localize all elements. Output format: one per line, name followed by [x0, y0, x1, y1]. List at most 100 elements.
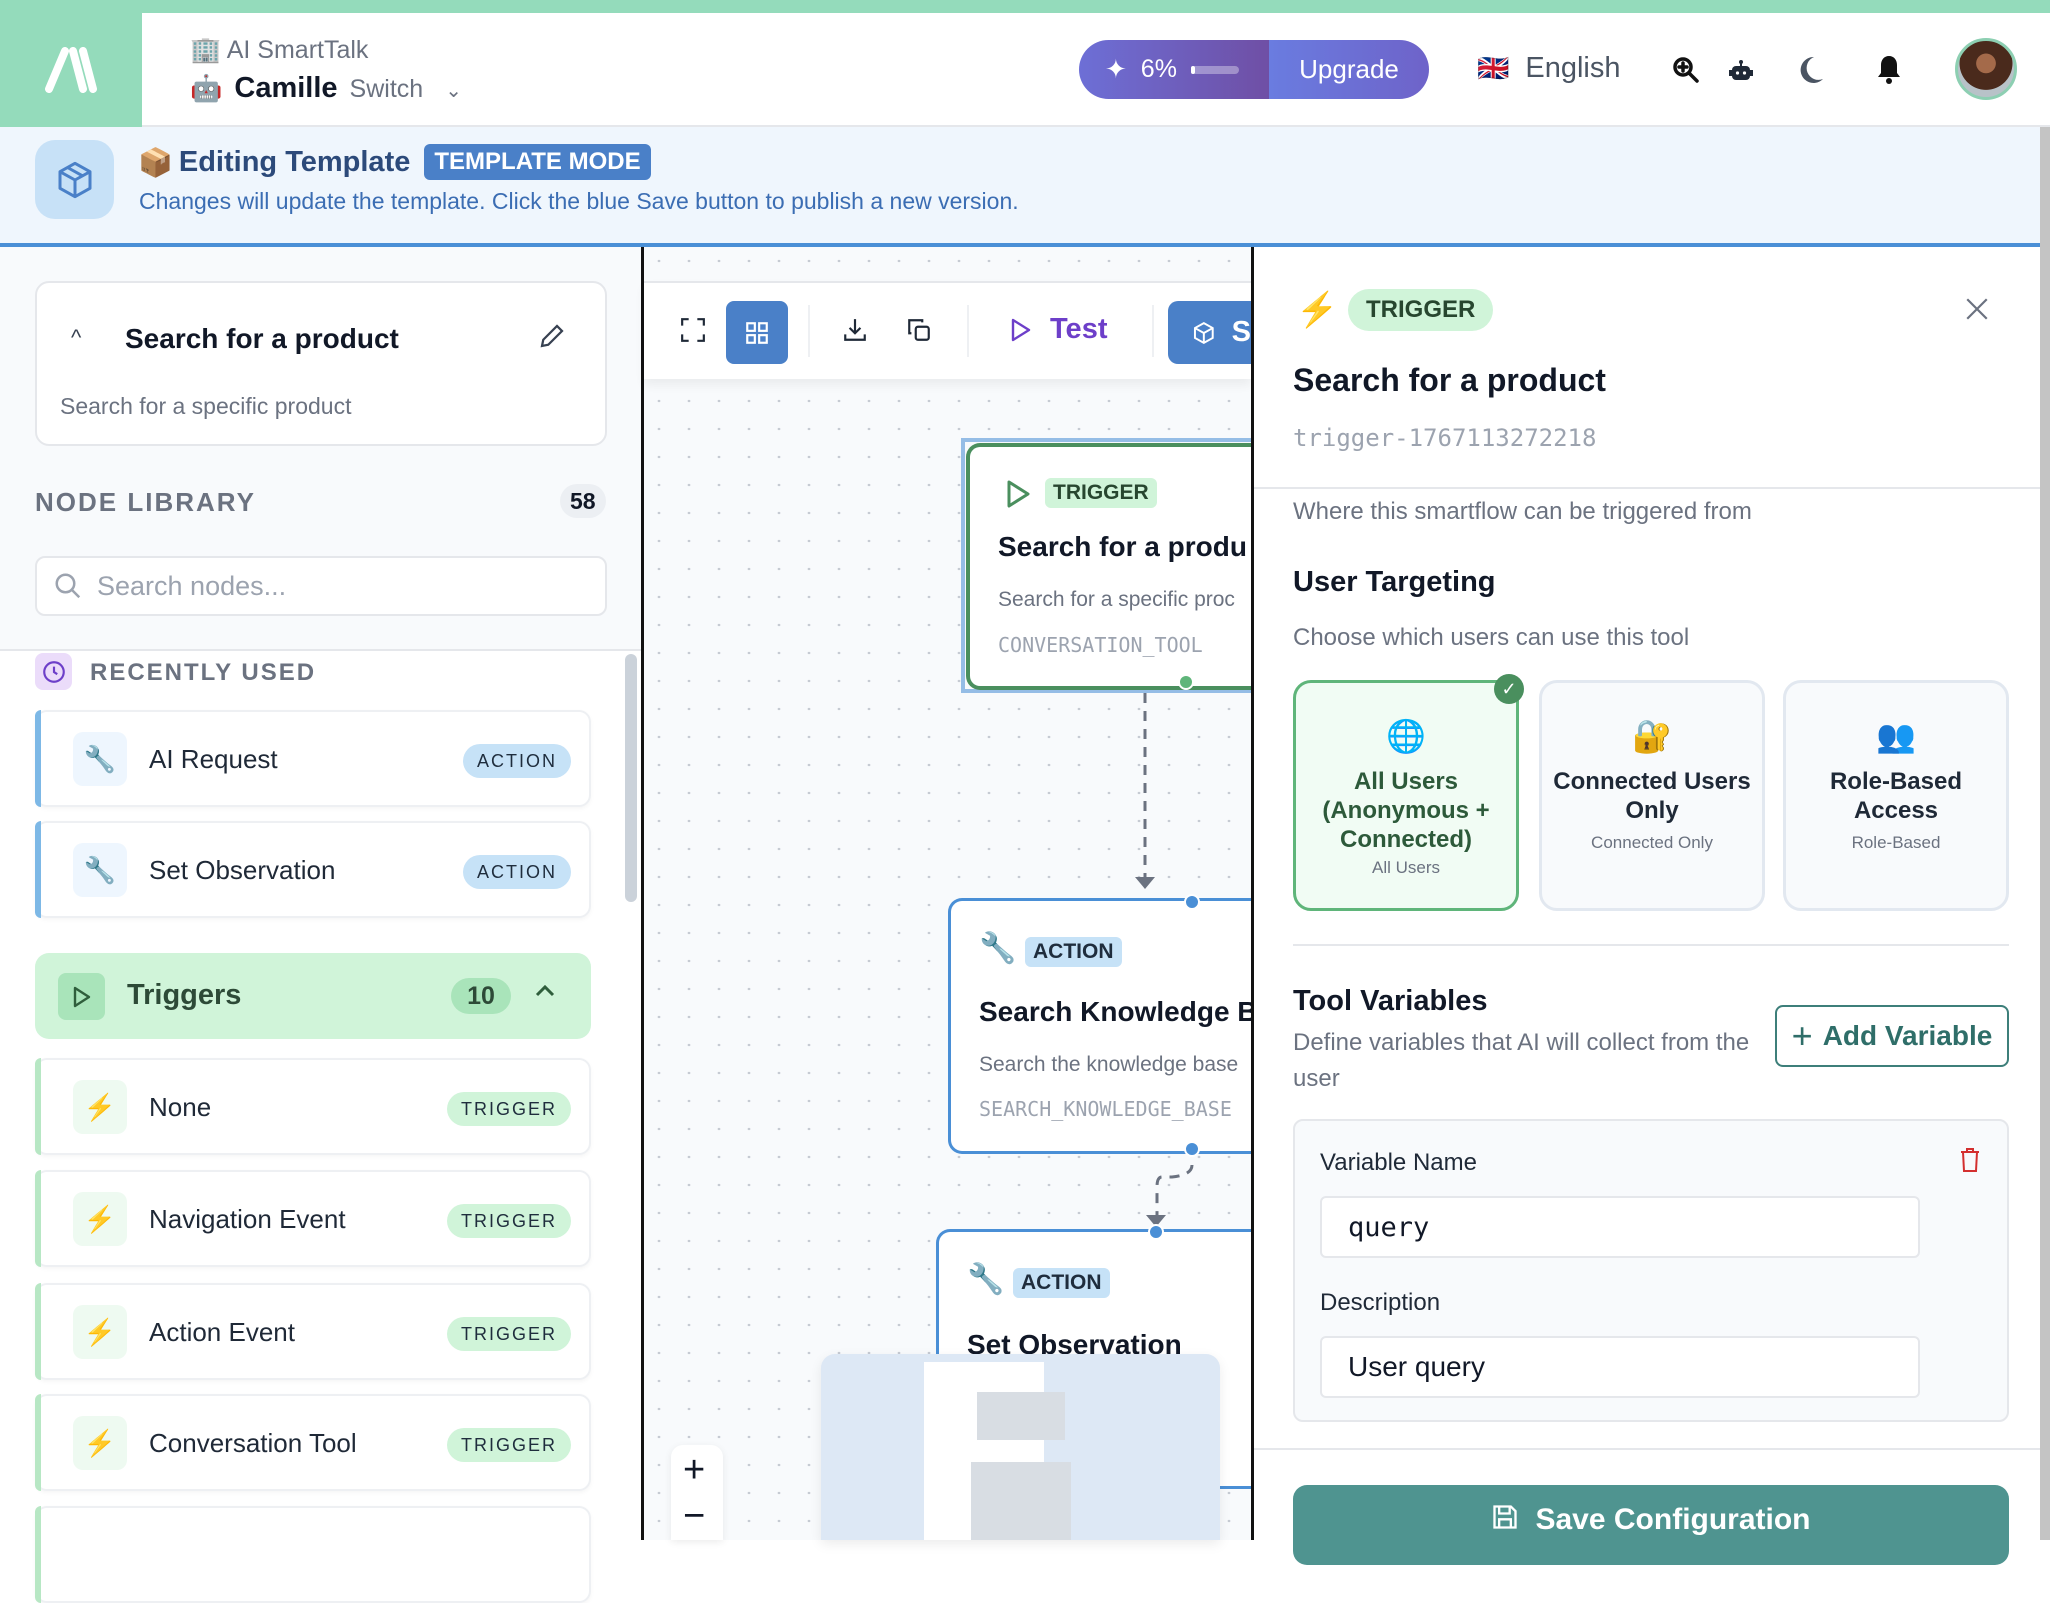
save-icon: [1493, 1505, 1518, 1529]
minimap-node: [977, 1392, 1065, 1440]
user-avatar[interactable]: [1955, 38, 2017, 100]
variable-name-label: Variable Name: [1320, 1149, 1477, 1176]
moon-icon[interactable]: [1796, 55, 1824, 90]
lightning-icon: ⚡: [73, 1080, 127, 1134]
flow-node-search-knowledge-base[interactable]: 🔧 ACTION Search Knowledge B Search the k…: [948, 898, 1251, 1154]
usage-upgrade-pill[interactable]: ✦ 6% Upgrade: [1079, 40, 1429, 99]
output-handle[interactable]: [1184, 1141, 1200, 1157]
zoom-in-icon[interactable]: [1672, 56, 1700, 89]
node-item-partial[interactable]: [35, 1506, 591, 1603]
robot-icon[interactable]: [1728, 58, 1754, 89]
grid-layout-button[interactable]: [726, 301, 788, 364]
node-item-navigation-event[interactable]: ⚡ Navigation Event TRIGGER: [35, 1170, 591, 1267]
node-item-conversation-tool[interactable]: ⚡ Conversation Tool TRIGGER: [35, 1394, 591, 1491]
users-icon: 👥: [1876, 718, 1916, 754]
target-option-role-based[interactable]: 👥 Role-Based Access Role-Based: [1783, 680, 2009, 911]
flow-title: Search for a product: [125, 323, 399, 354]
node-description: Search the knowledge base: [979, 1053, 1239, 1076]
close-icon[interactable]: [1964, 296, 1990, 327]
save-template-button[interactable]: S: [1168, 301, 1251, 364]
bell-icon[interactable]: [1876, 54, 1902, 91]
switch-label[interactable]: Switch: [349, 75, 424, 103]
action-tag: ACTION: [462, 855, 571, 889]
banner-title: Editing Template: [178, 145, 411, 178]
node-item-action-event[interactable]: ⚡ Action Event TRIGGER: [35, 1283, 591, 1380]
arrow-head: [1146, 1215, 1166, 1227]
trash-icon[interactable]: [1959, 1147, 1981, 1178]
wrench-icon: 🔧: [73, 843, 127, 897]
box-emoji-icon: 📦: [138, 146, 173, 178]
template-banner: [0, 127, 2050, 247]
divider: [1293, 944, 2009, 946]
save-configuration-button[interactable]: Save Configuration: [1293, 1485, 2009, 1565]
node-code: SEARCH_KNOWLEDGE_BASE: [979, 1097, 1232, 1121]
chevron-down-icon[interactable]: ⌄: [445, 80, 462, 102]
play-icon: [1007, 480, 1030, 508]
node-item-set-observation[interactable]: 🔧 Set Observation ACTION: [35, 821, 591, 918]
variable-description-input[interactable]: User query: [1320, 1336, 1920, 1398]
add-variable-button[interactable]: + Add Variable: [1775, 1005, 2009, 1067]
node-item-none[interactable]: ⚡ None TRIGGER: [35, 1058, 591, 1155]
sparkles-icon: ✦: [1105, 54, 1127, 84]
org-name: 🏢 AI SmartTalk: [190, 36, 369, 64]
node-library-title: NODE LIBRARY: [35, 487, 256, 517]
output-handle[interactable]: [1178, 674, 1194, 690]
node-item-ai-request[interactable]: 🔧 AI Request ACTION: [35, 710, 591, 807]
trigger-hint: Where this smartflow can be triggered fr…: [1293, 498, 1752, 525]
clock-icon: [35, 653, 72, 690]
triggers-group-header[interactable]: Triggers 10: [35, 953, 591, 1039]
node-title: Search Knowledge B: [979, 996, 1251, 1027]
app-header: [0, 13, 2050, 127]
flow-node-trigger[interactable]: TRIGGER Search for a produ Search for a …: [966, 443, 1251, 690]
input-handle[interactable]: [1184, 894, 1200, 910]
wrench-icon: 🔧: [967, 1263, 1005, 1296]
package-icon: [1193, 321, 1214, 344]
building-icon: 🏢: [190, 36, 222, 64]
plus-icon: +: [1791, 1015, 1813, 1056]
flow-edges: [1135, 693, 1194, 1227]
target-option-all-users[interactable]: 🌐 All Users (Anonymous + Connected) All …: [1293, 680, 1519, 911]
trigger-tag: TRIGGER: [446, 1428, 571, 1462]
app-logo[interactable]: [0, 13, 142, 127]
pencil-icon[interactable]: [537, 321, 567, 356]
sidebar-scrollbar[interactable]: [625, 654, 637, 902]
user-targeting-title: User Targeting: [1293, 566, 1496, 598]
download-icon[interactable]: [842, 317, 868, 348]
target-option-connected-users[interactable]: 🔐 Connected Users Only Connected Only: [1539, 680, 1765, 911]
divider: [1254, 1448, 2050, 1450]
node-id: trigger-1767113272218: [1293, 424, 1597, 452]
page-scrollbar[interactable]: [2040, 127, 2050, 1540]
node-count-badge: 58: [560, 484, 606, 518]
upgrade-button[interactable]: Upgrade: [1269, 40, 1429, 99]
minimap-node: [971, 1462, 1071, 1540]
wrench-icon: 🔧: [979, 932, 1017, 965]
node-description: Search for a specific proc: [998, 588, 1235, 611]
flow-info-card: ^ Search for a product Search for a spec…: [35, 281, 607, 446]
lightning-icon: ⚡: [1296, 291, 1339, 329]
arrow-head: [1135, 877, 1155, 889]
edge-search-to-observation: [1155, 1164, 1194, 1215]
chevron-up-icon[interactable]: ^: [71, 325, 82, 350]
tool-variables-title: Tool Variables: [1293, 985, 1488, 1017]
wrench-icon: 🔧: [73, 732, 127, 786]
language-selector[interactable]: 🇬🇧 English: [1477, 52, 1621, 84]
chevron-up-icon[interactable]: [533, 979, 557, 1008]
zoom-controls: + −: [671, 1445, 723, 1540]
fullscreen-icon[interactable]: [680, 317, 706, 348]
search-nodes-input[interactable]: Search nodes...: [35, 556, 607, 616]
flow-description: Search for a specific product: [60, 393, 352, 419]
variable-name-input[interactable]: query: [1320, 1196, 1920, 1258]
play-icon: [58, 973, 105, 1020]
zoom-in-button[interactable]: +: [683, 1449, 706, 1491]
test-button[interactable]: Test: [1010, 313, 1107, 346]
zoom-out-button[interactable]: −: [683, 1495, 706, 1537]
input-handle[interactable]: [1148, 1224, 1164, 1240]
triggers-count-badge: 10: [451, 978, 511, 1014]
copy-icon[interactable]: [906, 317, 932, 348]
divider: [1254, 487, 2050, 489]
minimap[interactable]: [821, 1354, 1220, 1540]
lightning-icon: ⚡: [73, 1416, 127, 1470]
usage-percent: 6%: [1140, 55, 1177, 83]
agent-switcher[interactable]: 🤖 Camille Switch ⌄: [190, 72, 462, 105]
trigger-tag: TRIGGER: [446, 1317, 571, 1351]
